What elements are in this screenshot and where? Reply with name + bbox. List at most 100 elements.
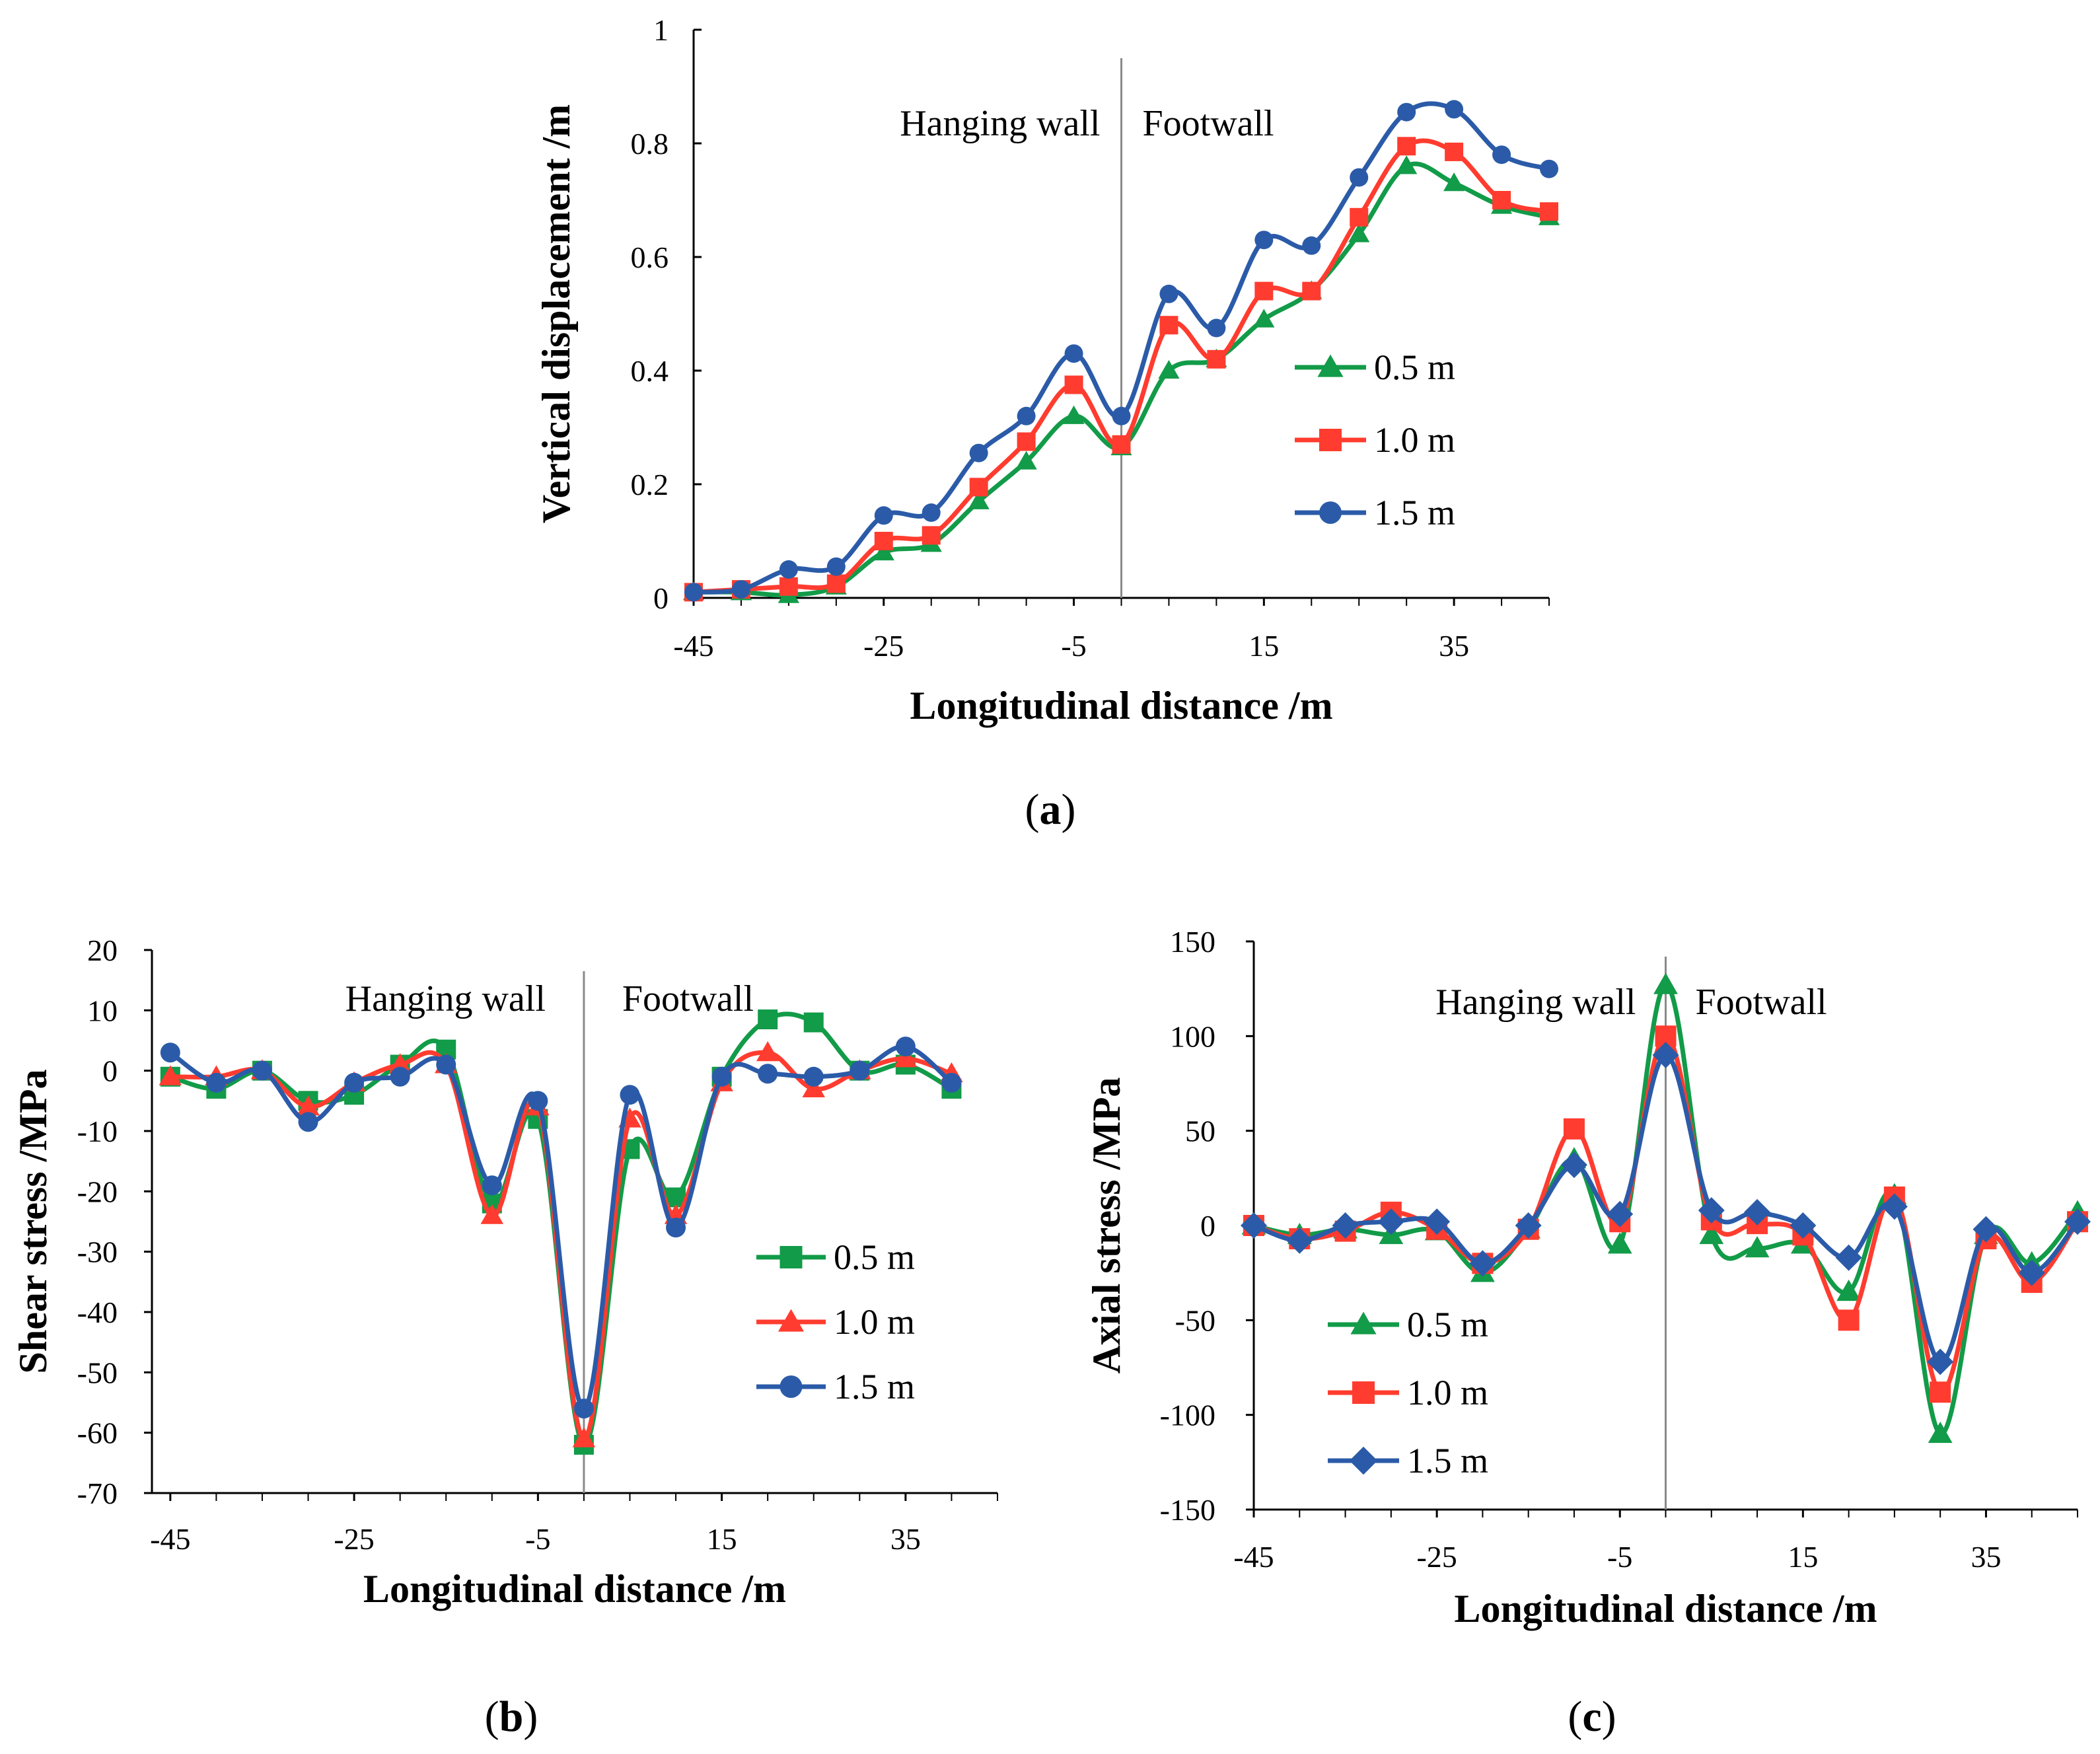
x-tick-label: 35 xyxy=(890,1522,921,1556)
data-point xyxy=(1835,1244,1862,1271)
data-point xyxy=(1560,1151,1587,1179)
data-point xyxy=(803,1066,824,1087)
data-point xyxy=(436,1054,456,1075)
data-point xyxy=(1928,1421,1953,1443)
data-point xyxy=(758,1064,778,1084)
data-point xyxy=(1745,1236,1770,1258)
data-point xyxy=(1397,137,1416,156)
y-tick-label: -70 xyxy=(77,1477,118,1510)
hanging-wall-label: Hanging wall xyxy=(345,978,546,1019)
data-point xyxy=(1698,1197,1725,1224)
data-point xyxy=(850,1060,870,1081)
data-point xyxy=(779,577,798,596)
data-point xyxy=(1445,142,1464,161)
y-tick-label: -20 xyxy=(77,1175,118,1208)
data-point xyxy=(528,1091,548,1111)
data-point xyxy=(1396,155,1418,174)
y-tick-label: 10 xyxy=(87,994,118,1027)
legend-label: 1.0 m xyxy=(834,1302,915,1342)
y-tick-label: 150 xyxy=(1170,925,1215,959)
data-point xyxy=(1744,1198,1771,1225)
legend-marker xyxy=(779,1375,803,1398)
data-point xyxy=(1699,1222,1724,1245)
y-tick-label: 0 xyxy=(1200,1209,1215,1243)
x-tick-label: 15 xyxy=(1249,629,1279,663)
data-point xyxy=(922,526,941,545)
data-point xyxy=(1881,1193,1908,1220)
series-line-15 xyxy=(693,101,1550,595)
data-point xyxy=(1424,1208,1451,1235)
footwall-label: Footwall xyxy=(1696,982,1827,1023)
legend-marker xyxy=(1317,354,1344,377)
data-point xyxy=(1838,1309,1860,1331)
data-point xyxy=(1241,1212,1267,1239)
data-point xyxy=(1397,102,1416,122)
data-point xyxy=(573,1399,594,1419)
data-point xyxy=(344,1072,365,1093)
data-point xyxy=(894,1047,918,1068)
series-line-15 xyxy=(168,1044,953,1411)
data-point xyxy=(711,1066,732,1087)
data-point xyxy=(1515,1212,1542,1239)
legend-marker xyxy=(1349,1446,1378,1475)
x-tick-label: 35 xyxy=(1971,1540,2001,1574)
data-point xyxy=(1207,349,1226,369)
y-axis-title: Axial stress /MPa xyxy=(1085,1078,1128,1374)
legend-marker xyxy=(1350,1311,1377,1334)
data-point xyxy=(1017,432,1036,451)
data-point xyxy=(1332,1212,1359,1239)
x-tick-label: -5 xyxy=(1607,1540,1632,1574)
x-tick-label: -45 xyxy=(150,1522,190,1556)
data-point xyxy=(1112,435,1131,454)
y-tick-label: -100 xyxy=(1160,1399,1215,1432)
data-point xyxy=(1445,100,1464,119)
y-tick-label: 100 xyxy=(1170,1019,1215,1053)
data-point xyxy=(1286,1227,1313,1254)
data-point xyxy=(1607,1200,1634,1227)
legend-marker xyxy=(1319,501,1342,524)
x-tick-label: -45 xyxy=(673,629,713,663)
x-tick-label: -5 xyxy=(1061,629,1086,663)
data-point xyxy=(390,1066,410,1087)
x-tick-label: -25 xyxy=(1416,1540,1457,1574)
data-point xyxy=(895,1037,916,1057)
x-axis-title: Longitudinal distance /m xyxy=(1454,1587,1877,1630)
caption-b: (b) xyxy=(485,1693,538,1741)
y-tick-label: -60 xyxy=(77,1416,118,1450)
data-point xyxy=(159,1065,182,1085)
data-point xyxy=(826,574,846,593)
legend-marker xyxy=(1319,429,1342,451)
data-point xyxy=(1927,1348,1954,1375)
data-point xyxy=(297,1095,320,1116)
data-point xyxy=(480,1204,504,1224)
y-tick-label: 0.2 xyxy=(631,468,669,501)
data-point xyxy=(756,1041,779,1062)
data-point xyxy=(206,1072,227,1093)
x-tick-label: 15 xyxy=(707,1522,737,1556)
data-point xyxy=(874,532,893,550)
data-point xyxy=(1653,972,1678,994)
data-point xyxy=(1469,1250,1496,1277)
y-tick-label: 20 xyxy=(87,933,118,967)
legend-label: 0.5 m xyxy=(834,1237,915,1277)
data-point xyxy=(873,542,894,561)
data-point xyxy=(1492,191,1511,209)
x-tick-label: -45 xyxy=(1233,1540,1274,1574)
data-point xyxy=(1063,405,1085,424)
y-tick-label: -10 xyxy=(77,1115,118,1148)
footwall-label: Footwall xyxy=(1143,103,1274,144)
y-tick-label: -40 xyxy=(77,1296,118,1329)
data-point xyxy=(968,490,990,509)
hanging-wall-label: Hanging wall xyxy=(900,103,1100,144)
x-tick-label: -25 xyxy=(863,629,904,663)
data-point xyxy=(1350,207,1369,227)
legend-label: 1.5 m xyxy=(1407,1441,1488,1480)
y-tick-label: 0.6 xyxy=(631,240,669,274)
data-point xyxy=(2018,1259,2045,1286)
data-point xyxy=(1930,1381,1951,1403)
data-point xyxy=(252,1060,272,1081)
legend-marker xyxy=(779,1246,803,1268)
legend-marker xyxy=(1352,1381,1375,1404)
data-point xyxy=(1377,1208,1404,1235)
